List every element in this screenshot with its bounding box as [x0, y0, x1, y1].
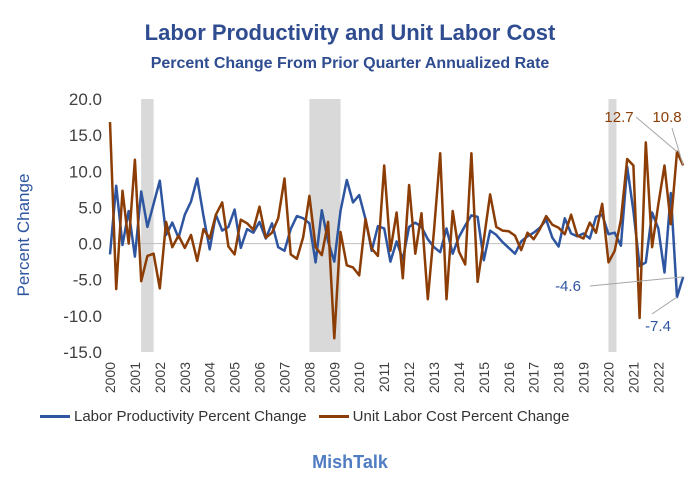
chart-title: Labor Productivity and Unit Labor Cost	[144, 20, 556, 45]
y-tick-label-1: 15.0	[69, 126, 102, 145]
x-tick-label-2012: 2012	[401, 362, 417, 393]
y-tick-label-7: -15.0	[63, 343, 102, 362]
x-tick-label-2010: 2010	[351, 362, 367, 393]
x-tick-label-2014: 2014	[451, 362, 467, 393]
annotation-leader-productivity-last	[589, 276, 684, 287]
y-tick-label-6: -10.0	[63, 307, 102, 326]
chart-legend: Labor Productivity Percent Change Unit L…	[40, 408, 680, 425]
x-tick-label-2020: 2020	[600, 362, 616, 393]
x-tick-label-2004: 2004	[202, 362, 218, 393]
annotation-ulc-last: 10.8	[652, 109, 681, 126]
y-tick-label-5: -5.0	[73, 271, 102, 290]
x-tick-label-2022: 2022	[650, 362, 666, 393]
series-line-productivity	[108, 165, 685, 299]
x-tick-label-2009: 2009	[326, 362, 342, 393]
x-tick-label-2019: 2019	[576, 362, 592, 393]
legend-item-unit-labor-cost: Unit Labor Cost Percent Change	[318, 408, 570, 425]
annotation-productivity-last: -4.6	[555, 278, 581, 295]
x-tick-label-2006: 2006	[252, 362, 268, 393]
y-tick-label-4: 0.0	[78, 235, 102, 254]
legend-label-unit-labor-cost: Unit Labor Cost Percent Change	[352, 408, 570, 425]
x-tick-label-2005: 2005	[227, 362, 243, 393]
series-line-unit-labor-cost	[108, 122, 685, 340]
x-tick-label-2001: 2001	[127, 362, 143, 393]
annotation-leader-ulc-last	[671, 127, 684, 166]
annotation-leader-productivity-prev	[651, 296, 678, 315]
chart-subtitle: Percent Change From Prior Quarter Annual…	[150, 55, 550, 72]
y-tick-label-0: 20.0	[69, 90, 102, 109]
x-tick-label-2013: 2013	[426, 362, 442, 393]
legend-swatch-productivity	[40, 415, 70, 418]
y-tick-label-3: 5.0	[78, 198, 102, 217]
brand-footer: MishTalk	[312, 452, 388, 472]
x-tick-label-2003: 2003	[177, 362, 193, 393]
x-tick-label-2011: 2011	[376, 362, 392, 392]
x-tick-label-2007: 2007	[276, 362, 292, 393]
annotation-leader-ulc-prev	[635, 116, 678, 153]
x-tick-label-2018: 2018	[551, 362, 567, 393]
legend-label-productivity: Labor Productivity Percent Change	[74, 408, 307, 425]
x-tick-label-2002: 2002	[152, 362, 168, 393]
recession-band-3	[608, 99, 617, 352]
y-tick-label-2: 10.0	[69, 162, 102, 181]
legend-item-productivity: Labor Productivity Percent Change	[40, 408, 307, 425]
x-tick-label-2017: 2017	[526, 362, 542, 393]
legend-swatch-unit-labor-cost	[318, 415, 349, 418]
x-tick-label-2008: 2008	[301, 362, 317, 393]
x-tick-label-2000: 2000	[102, 362, 118, 393]
x-tick-label-2015: 2015	[476, 362, 492, 393]
annotation-productivity-prev: -7.4	[645, 318, 671, 335]
annotation-ulc-prev: 12.7	[604, 109, 633, 126]
x-tick-label-2016: 2016	[501, 362, 517, 393]
x-tick-label-2021: 2021	[625, 362, 641, 393]
